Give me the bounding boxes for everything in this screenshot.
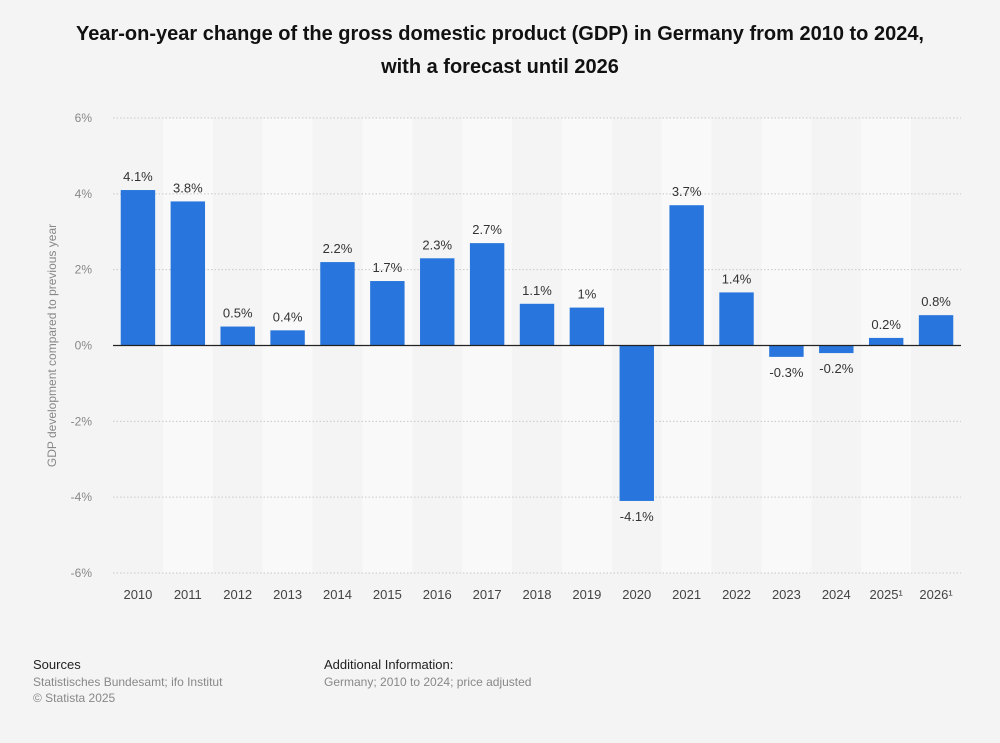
x-tick-label: 2012 [223,587,252,602]
data-label: 2.2% [323,241,353,256]
data-label: 3.7% [672,184,702,199]
sources-heading: Sources [33,657,81,672]
y-axis-ticks: 6% 4% 2% 0% -2% -4% -6% [71,111,93,580]
bar[interactable] [868,337,904,346]
bar[interactable] [669,205,704,346]
bar[interactable] [120,190,156,346]
data-label: 2.7% [472,222,502,237]
x-tick-label: 2017 [473,587,502,602]
bar-chart: 6% 4% 2% 0% -2% -4% -6% 4.1% 3.8% 0.5% 0.4% 2.2% 1.… [45,111,961,602]
grid-lines [113,117,961,574]
bars [120,190,954,501]
y-axis-label: GDP development compared to previous yea… [45,224,59,467]
data-label: 0.8% [921,294,951,309]
y-tick-label: 4% [75,187,93,201]
bar[interactable] [320,262,355,346]
bar[interactable] [270,330,305,346]
sources-line[interactable]: Statistisches Bundesamt; ifo Institut [33,675,223,689]
x-tick-label: 2011 [174,587,202,602]
x-tick-label: 2014 [323,587,352,602]
y-tick-label: -2% [71,414,93,428]
x-tick-label: 2020 [622,587,651,602]
data-label: -0.2% [819,361,853,376]
x-tick-label: 2022 [722,587,751,602]
x-tick-label: 2024 [822,587,851,602]
data-labels: 4.1% 3.8% 0.5% 0.4% 2.2% 1.7% 2.3% 2.7% 1.1% 1% -4… [123,169,951,524]
x-tick-label: 2015 [373,587,402,602]
y-tick-label: -6% [71,566,93,580]
bar[interactable] [420,258,455,346]
x-tick-label: 2013 [273,587,302,602]
x-axis-ticks: 2010 2011 2012 2013 2014 2015 2016 2017 2018 2019… [123,587,953,602]
x-tick-label: 2026¹ [919,587,953,602]
bar[interactable] [469,243,505,346]
x-tick-label: 2018 [523,587,552,602]
data-label: 4.1% [123,169,153,184]
y-tick-label: 6% [75,111,93,125]
data-label: 1.1% [522,283,552,298]
additional-info-heading: Additional Information: [324,657,454,672]
x-tick-label: 2016 [423,587,452,602]
data-label: 1% [577,287,596,302]
data-label: 2.3% [422,237,452,252]
bar[interactable] [519,303,555,346]
y-tick-label: -4% [71,490,93,504]
x-tick-label: 2023 [772,587,801,602]
bar[interactable] [719,292,754,346]
x-tick-label: 2025¹ [870,587,904,602]
bar[interactable] [619,345,654,501]
bar[interactable] [819,345,854,354]
bar[interactable] [370,281,405,346]
data-label: 0.5% [223,306,253,321]
data-label: 0.4% [273,309,303,324]
y-tick-label: 2% [75,263,93,277]
data-label: -4.1% [620,509,654,524]
x-tick-label: 2021 [672,587,701,602]
bar[interactable] [170,201,206,346]
y-tick-label: 0% [75,339,93,353]
data-label: -0.3% [769,365,803,380]
bar[interactable] [569,307,605,346]
data-label: 3.8% [173,180,203,195]
chart-title: Year-on-year change of the gross domesti… [75,23,924,78]
additional-info-text: Germany; 2010 to 2024; price adjusted [324,675,532,689]
data-label: 1.4% [722,271,752,286]
copyright: © Statista 2025 [33,691,116,705]
data-label: 1.7% [373,260,403,275]
bar[interactable] [918,315,954,346]
x-tick-label: 2019 [572,587,601,602]
bar[interactable] [220,326,255,346]
data-label: 0.2% [871,317,901,332]
x-tick-label: 2010 [123,587,152,602]
bar[interactable] [769,345,804,357]
